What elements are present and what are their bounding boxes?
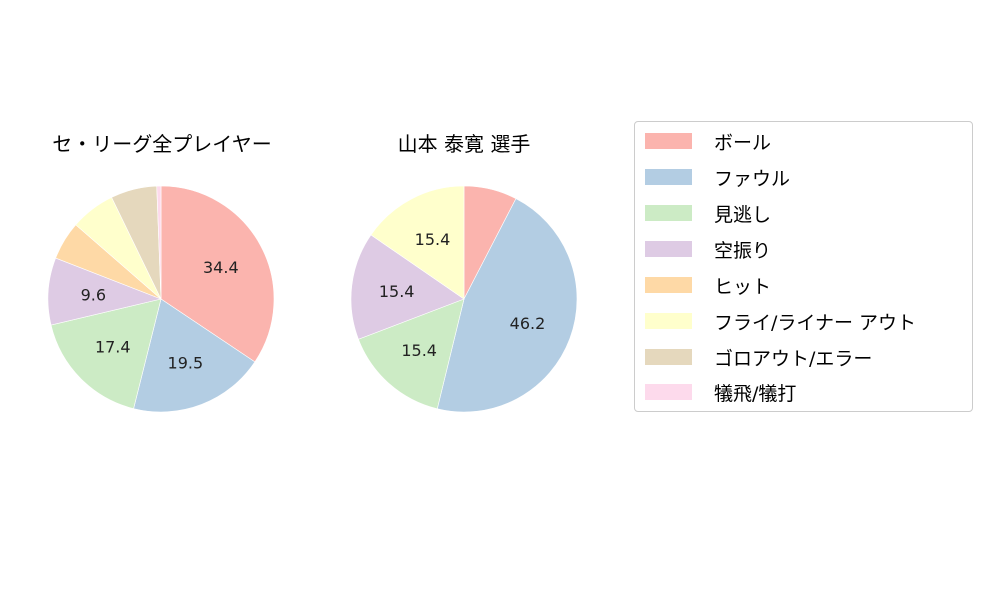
pie-slice-label: 9.6 <box>81 285 106 304</box>
pie-slice <box>133 298 256 413</box>
pie-player: 46.2 15.4 15.4 15.4 <box>350 185 578 413</box>
pie-slice <box>160 185 275 363</box>
legend-label: ヒット <box>714 275 772 298</box>
legend-swatch <box>645 205 692 221</box>
pie-slice-label: 19.5 <box>168 353 204 372</box>
legend-item-sacrifice: 犠飛/犠打 <box>645 382 796 405</box>
legend: ボール ファウル 見逃し 空振り ヒット フライ/ライナー アウト ゴロアウト/… <box>634 121 973 412</box>
pie-slice-label: 17.4 <box>95 338 131 357</box>
legend-item-called-strike: 見逃し <box>645 203 771 226</box>
legend-label: ボール <box>714 131 772 154</box>
legend-item-grounder-error: ゴロアウト/エラー <box>645 347 872 370</box>
legend-swatch <box>645 169 692 185</box>
legend-swatch <box>645 133 692 149</box>
legend-swatch <box>645 277 692 293</box>
legend-item-foul: ファウル <box>645 167 790 190</box>
legend-swatch <box>645 241 692 257</box>
legend-item-swinging-strike: 空振り <box>645 239 771 262</box>
pie-slice <box>358 298 465 410</box>
legend-label: 空振り <box>714 239 772 262</box>
legend-swatch <box>645 349 692 365</box>
pie-slice-label: 46.2 <box>510 314 546 333</box>
legend-label: 犠飛/犠打 <box>714 382 797 405</box>
legend-item-fly-liner-out: フライ/ライナー アウト <box>645 311 916 334</box>
legend-item-hit: ヒット <box>645 275 771 298</box>
chart-title-player: 山本 泰寛 選手 <box>397 132 531 156</box>
chart-title-league: セ・リーグ全プレイヤー <box>52 132 272 156</box>
pie-slice <box>370 185 465 300</box>
pie-slice-label: 34.4 <box>203 258 239 277</box>
legend-label: ファウル <box>714 167 791 190</box>
pie-league: 34.4 19.5 17.4 9.6 <box>47 185 275 413</box>
legend-label: 見逃し <box>714 203 772 226</box>
legend-label: ゴロアウト/エラー <box>714 347 873 370</box>
legend-swatch <box>645 384 692 400</box>
pie-slice <box>156 185 162 300</box>
pie-slice <box>50 298 162 409</box>
legend-item-ball: ボール <box>645 131 771 154</box>
pie-slice-label: 15.4 <box>401 341 437 360</box>
legend-label: フライ/ライナー アウト <box>714 311 917 334</box>
pie-slice-label: 15.4 <box>379 282 415 301</box>
legend-swatch <box>645 313 692 329</box>
pie-slice-label: 15.4 <box>415 230 451 249</box>
pie-slice <box>436 198 578 413</box>
pie-slice <box>350 234 465 340</box>
